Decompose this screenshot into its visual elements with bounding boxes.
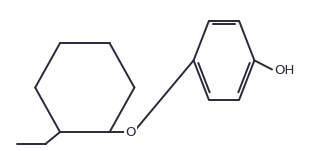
Text: OH: OH: [274, 64, 294, 77]
Text: O: O: [125, 125, 136, 138]
